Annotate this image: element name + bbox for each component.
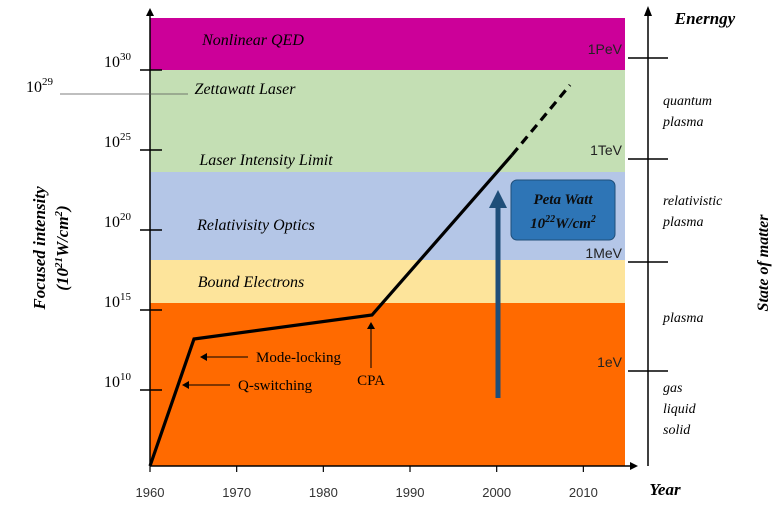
mode-locking-arrow-head [200,353,207,361]
band-label-4: Bound Electrons [198,274,305,291]
annotations-layer: Mode-locking Q-switching CPA Peta Watt 1022W… [182,179,616,398]
right-axis-title: Enerngy [674,9,736,28]
y-axis-title: Focused intensity [30,186,49,311]
state-of-matter-3-2: solid [663,423,691,438]
state-of-matter-0-0: quantum [663,94,712,109]
right-axis-layer: 1PeV 1TeV 1MeV 1eV quantum plasma relativistic… [585,6,723,466]
annotation-mode-locking: Mode-locking [256,350,341,366]
x-tick-label-5: 2010 [569,485,598,500]
annotation-q-switching: Q-switching [238,378,313,394]
x-tick-label-0: 1960 [136,485,165,500]
state-of-matter-label: State of matter [755,214,772,312]
q-switching-arrow-head [182,381,189,389]
energy-tick-label-3: 1eV [597,354,623,370]
annotation-cpa: CPA [357,373,385,389]
state-of-matter-2-0: plasma [662,311,703,326]
x-axis-title: Year [649,480,681,499]
petawatt-box [510,179,616,241]
y-tick-label-1: 1015 [104,291,132,311]
y-axis-arrow [146,8,154,16]
state-of-matter-1-0: relativistic [663,194,723,209]
cpa-arrow-head [367,322,375,329]
y-tick-label-2: 1020 [104,211,132,231]
state-of-matter-0-1: plasma [662,115,703,130]
band-label-1: Zettawatt Laser [195,81,297,98]
band-0 [150,18,625,70]
band-label-0: Nonlinear QED [201,32,304,49]
state-of-matter-3-0: gas [663,381,683,396]
energy-tick-label-1: 1TeV [590,142,623,158]
y-tick-label-0: 1010 [104,371,132,391]
petawatt-arrow-head [489,190,507,208]
band-labels-layer: Nonlinear QED Zettawatt Laser Laser Intens… [195,32,334,291]
series-line-dashed [510,83,572,157]
band-label-3: Relativisity Optics [196,217,315,234]
energy-tick-label-2: 1MeV [585,245,622,261]
series-layer [148,83,572,467]
state-of-matter-1-1: plasma [662,215,703,230]
axes-layer: 1960 1970 1980 1990 2000 2010 1010 1015 1020 1025… [26,8,638,500]
right-axis-arrow [644,6,652,16]
y-tick-label-4: 1030 [104,51,132,71]
extra-tick-label: 1029 [26,76,54,96]
x-axis-arrow [630,462,638,470]
y-axis-unit: (1021W/cm2) [53,205,72,290]
state-of-matter-3-1: liquid [663,402,697,417]
series-line-solid [148,153,514,467]
petawatt-intensity: 1022W/cm2 [530,214,596,232]
y-tick-label-3: 1025 [104,131,132,151]
energy-tick-label-0: 1PeV [588,41,623,57]
band-1 [150,70,625,172]
x-tick-label-4: 2000 [482,485,511,500]
x-tick-label-1: 1970 [222,485,251,500]
petawatt-title: Peta Watt [533,192,593,208]
x-tick-label-2: 1980 [309,485,338,500]
x-tick-label-3: 1990 [396,485,425,500]
band-label-2: Laser Intensity Limit [198,152,333,169]
